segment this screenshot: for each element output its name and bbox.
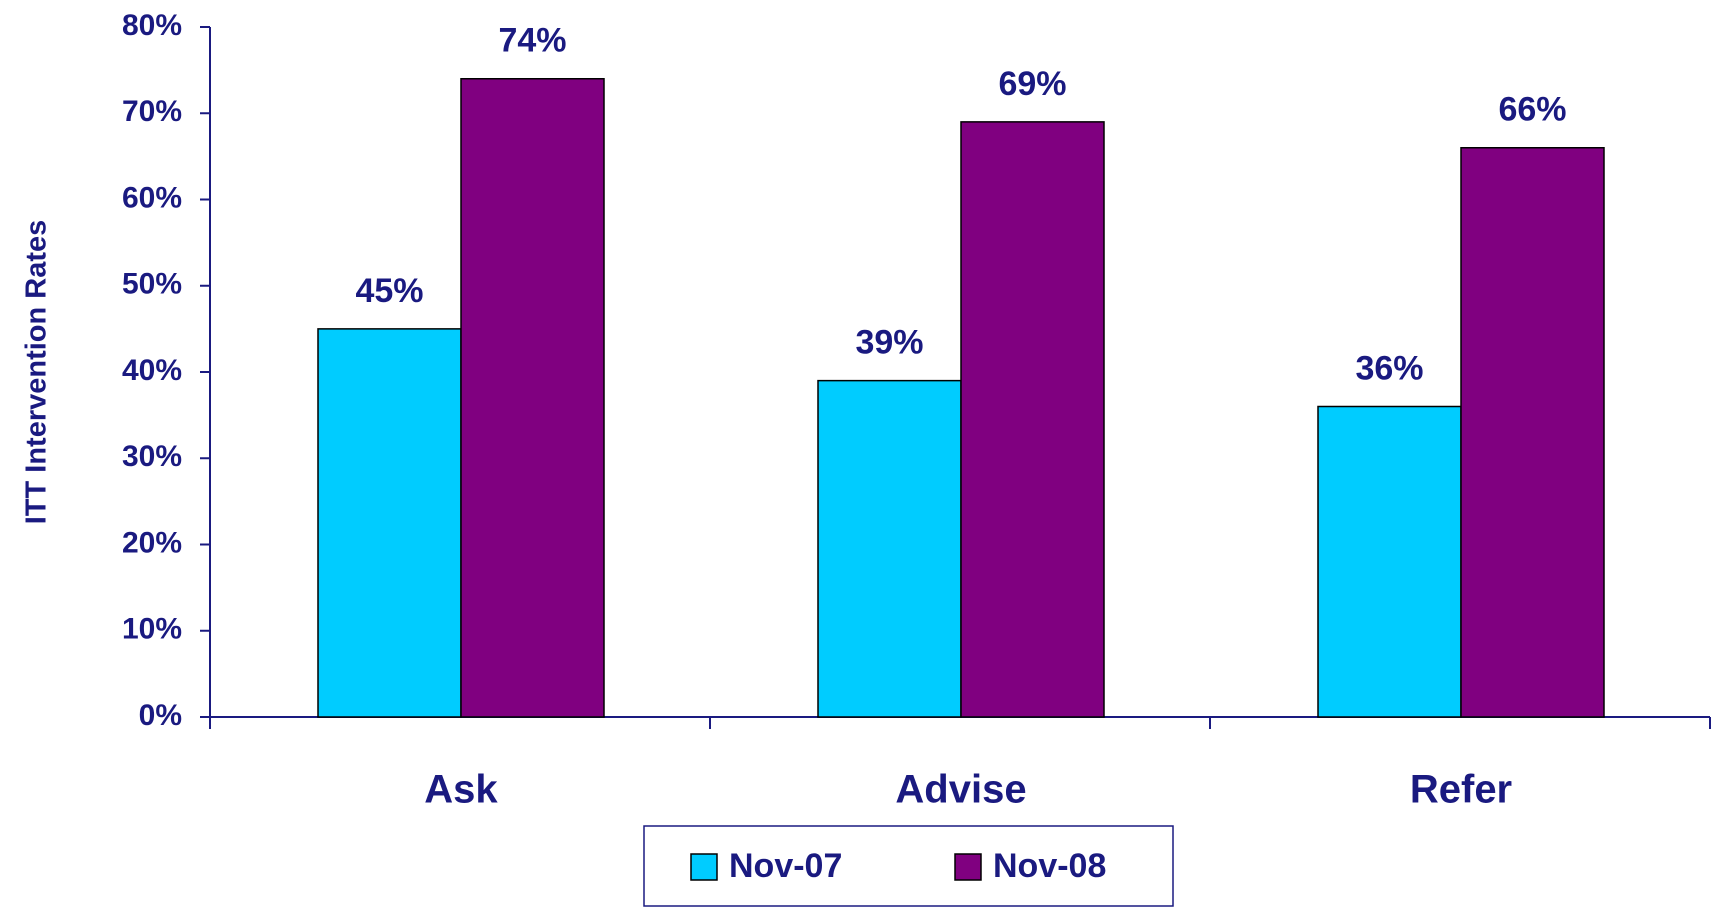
legend-swatch [954,853,982,881]
bar [317,328,462,718]
legend-swatch [690,853,718,881]
value-label: 39% [855,324,923,362]
value-label: 69% [998,65,1066,103]
bar [960,121,1105,718]
bar [1317,405,1462,718]
value-label: 66% [1498,91,1566,129]
value-label: 45% [355,272,423,310]
x-tick-label: Refer [1410,768,1512,812]
y-tick-label: 60% [122,181,182,214]
legend-label: Nov-07 [729,847,842,885]
bar [1460,147,1605,718]
y-tick-label: 20% [122,526,182,559]
y-tick-label: 10% [122,613,182,646]
y-tick-label: 0% [139,699,182,732]
legend-box [643,825,1174,907]
y-tick-label: 50% [122,268,182,301]
y-tick-label: 30% [122,440,182,473]
bar [460,78,605,718]
y-tick-label: 40% [122,354,182,387]
bar [817,379,962,718]
y-tick-label: 70% [122,95,182,128]
y-axis-label: ITT Intervention Rates [21,220,53,525]
x-tick-label: Advise [895,768,1026,812]
x-tick-label: Ask [424,768,498,812]
y-tick-label: 80% [122,9,182,42]
value-label: 36% [1355,349,1423,387]
value-label: 74% [498,22,566,60]
legend-label: Nov-08 [993,847,1106,885]
